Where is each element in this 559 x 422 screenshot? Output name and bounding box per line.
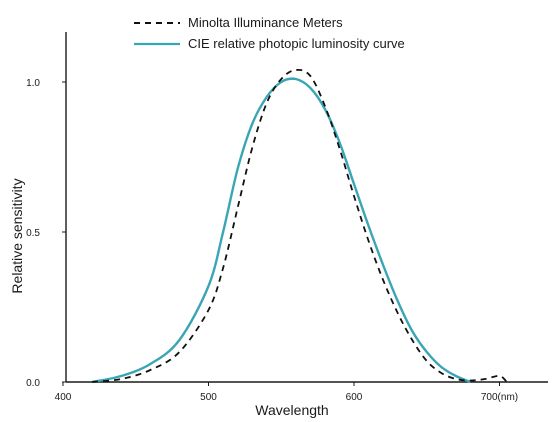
series-line-minolta bbox=[92, 68, 508, 383]
series-group bbox=[91, 68, 508, 384]
y-tick-label: 1.0 bbox=[26, 78, 40, 89]
y-tick-label: 0.5 bbox=[26, 228, 40, 239]
x-tick-label: 600 bbox=[346, 392, 363, 403]
x-axis-title: Wavelength bbox=[255, 402, 328, 418]
series-line-cie bbox=[91, 77, 471, 384]
tick-group: 400 500 600 700(nm) 0.0 0.5 1.0 bbox=[26, 78, 518, 403]
y-axis-title: Relative sensitivity bbox=[9, 178, 25, 293]
x-tick-label: 500 bbox=[200, 392, 217, 403]
x-tick-label: 700(nm) bbox=[481, 392, 518, 403]
y-tick-label: 0.0 bbox=[26, 378, 40, 389]
legend-label-cie: CIE relative photopic luminosity curve bbox=[188, 36, 405, 51]
legend: Minolta Illuminance Meters CIE relative … bbox=[134, 15, 405, 51]
legend-label-minolta: Minolta Illuminance Meters bbox=[188, 15, 343, 30]
x-tick-label: 400 bbox=[55, 392, 72, 403]
